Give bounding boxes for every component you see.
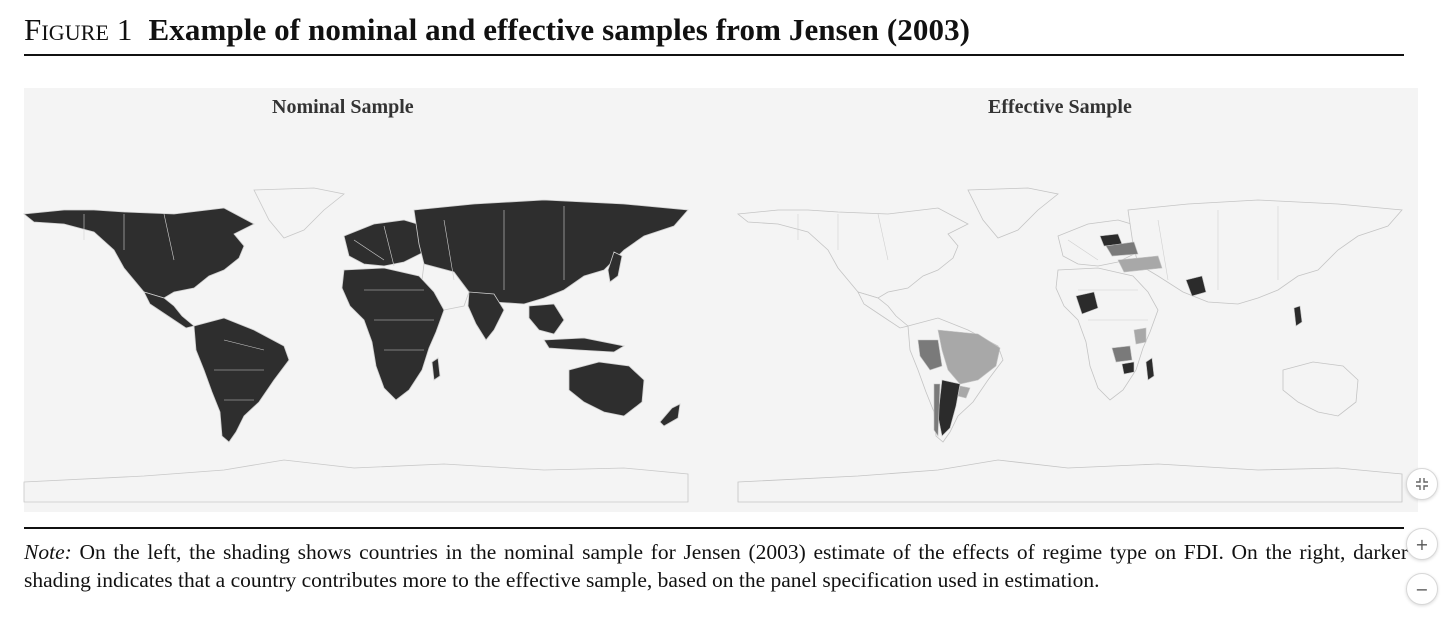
madagascar-shade [1145, 357, 1155, 381]
note-label: Note: [24, 540, 72, 564]
greenland-shape [253, 187, 345, 239]
right-panel-title: Effective Sample [988, 96, 1132, 118]
effective-sample-map [736, 187, 1403, 503]
japan-shape [607, 251, 623, 283]
nominal-sample-map [22, 187, 689, 503]
country-borders-right [797, 206, 1279, 321]
peru-shade [917, 339, 943, 371]
north-america-shape [22, 207, 255, 299]
zimbabwe-shade [1121, 361, 1135, 375]
zambia-shade [1111, 345, 1133, 363]
philippines-shade [1293, 305, 1303, 327]
fit-screen-icon [1416, 478, 1428, 490]
madagascar-shape [431, 357, 441, 381]
brazil-shade [937, 329, 1001, 385]
figure-title-text: Example of nominal and effective samples… [148, 12, 971, 47]
southeast-asia-shape [528, 303, 565, 335]
figure-note: Note: On the left, the shading shows cou… [24, 538, 1408, 594]
australia-shape [568, 361, 645, 417]
figure-header: Figure 1 Example of nominal and effective… [24, 12, 1404, 48]
antarctica-outline [737, 459, 1403, 503]
figure-label: Figure 1 [24, 12, 133, 47]
india-shape [467, 291, 505, 341]
greenland-outline [967, 187, 1059, 239]
left-panel-title: Nominal Sample [272, 96, 414, 118]
fit-screen-button[interactable] [1406, 468, 1438, 500]
pakistan-shade [1185, 275, 1207, 297]
nigeria-shade [1075, 291, 1099, 315]
central-america-outline [857, 291, 909, 329]
figure-image [24, 88, 1418, 512]
south-america-shape [193, 317, 290, 443]
new-zealand-shape [659, 403, 681, 427]
note-text: On the left, the shading shows countries… [24, 540, 1408, 592]
bottom-rule [24, 527, 1404, 529]
east-africa-shade [1133, 327, 1147, 345]
central-america-shape [143, 291, 195, 329]
north-america-outline [736, 207, 969, 299]
indonesia-shape [543, 337, 626, 353]
ukraine-shade [1105, 241, 1139, 257]
figure-title: Figure 1 Example of nominal and effective… [24, 12, 1404, 48]
chile-shade [933, 383, 941, 437]
australia-outline [1282, 361, 1359, 417]
zoom-out-button[interactable]: − [1406, 573, 1438, 605]
country-borders [83, 206, 565, 401]
central-asia-shade [1117, 255, 1163, 273]
asia-outline [1127, 199, 1403, 305]
uruguay-shade [957, 385, 971, 399]
africa-shape [341, 267, 445, 401]
zoom-in-button[interactable]: + [1406, 528, 1438, 560]
top-rule [24, 54, 1404, 56]
antarctica-shape [23, 459, 689, 503]
